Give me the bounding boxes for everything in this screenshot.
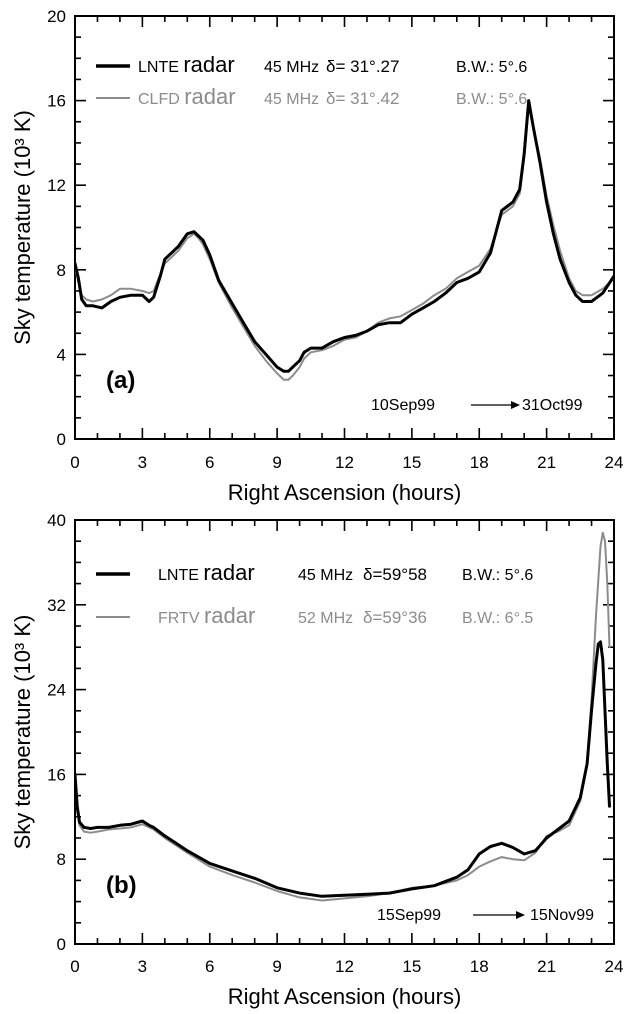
series-line-frtv — [75, 531, 611, 902]
y-tick-label: 20 — [47, 7, 66, 26]
legend-declination: δ=59°58 — [363, 565, 427, 584]
x-axis-title: Right Ascension (hours) — [228, 480, 462, 505]
x-tick-label: 12 — [335, 957, 354, 976]
legend-series-name: LNTE radar — [138, 52, 235, 77]
y-axis-title: Sky temperature (10³ K) — [10, 615, 35, 850]
y-tick-label: 16 — [47, 765, 66, 784]
y-tick-label: 8 — [57, 850, 66, 869]
series-line-lnte — [75, 99, 614, 373]
y-tick-label: 24 — [47, 681, 66, 700]
legend-frequency: 45 MHz — [298, 567, 353, 584]
legend-frequency: 52 MHz — [298, 610, 353, 627]
y-tick-label: 4 — [57, 345, 66, 364]
legend-frequency: 45 MHz — [264, 59, 319, 76]
legend-beamwidth: B.W.: 5°.6 — [462, 567, 533, 584]
legend-series-name: CLFD radar — [138, 84, 236, 109]
legend-declination: δ=59°36 — [363, 608, 427, 627]
legend-beamwidth: B.W.: 5°.6 — [456, 59, 527, 76]
chart-panel-a: 0 3 6 9 12 15 18 21 24 0 4 8 12 16 20 Right Ascension (… — [10, 7, 623, 505]
date-range-end: 31Oct99 — [522, 397, 583, 414]
x-tick-label: 24 — [605, 957, 624, 976]
y-tick-label: 0 — [57, 430, 66, 449]
date-arrow-icon — [511, 401, 520, 409]
x-tick-label: 3 — [138, 453, 147, 472]
date-range-end: 15Nov99 — [530, 907, 594, 924]
x-tick-label: 15 — [402, 453, 421, 472]
x-tick-label: 0 — [70, 957, 79, 976]
x-tick-label: 3 — [138, 957, 147, 976]
x-tick-label: 15 — [402, 957, 421, 976]
x-tick-label: 21 — [537, 453, 556, 472]
x-tick-label: 24 — [605, 453, 624, 472]
y-tick-label: 8 — [57, 261, 66, 280]
y-axis-title: Sky temperature (10³ K) — [10, 110, 35, 345]
y-tick-label: 40 — [47, 511, 66, 530]
date-arrow-icon — [516, 911, 525, 919]
legend-series-name: LNTE radar — [158, 560, 255, 585]
legend-beamwidth: B.W.: 6°.5 — [462, 610, 533, 627]
y-tick-label: 32 — [47, 596, 66, 615]
series-line-lnte — [75, 640, 611, 898]
legend-frequency: 45 MHz — [264, 91, 319, 108]
x-tick-label: 18 — [470, 453, 489, 472]
y-tick-label: 16 — [47, 92, 66, 111]
chart-panel-b: 0 3 6 9 12 15 18 21 24 0 8 16 24 32 40 Right Ascension … — [10, 511, 623, 1009]
y-tick-label: 0 — [57, 935, 66, 954]
x-axis-title: Right Ascension (hours) — [228, 984, 462, 1009]
x-tick-label: 0 — [70, 453, 79, 472]
legend-beamwidth: B.W.: 5°.6 — [456, 91, 527, 108]
x-tick-label: 21 — [537, 957, 556, 976]
date-range-start: 15Sep99 — [377, 907, 441, 924]
y-tick-label: 12 — [47, 176, 66, 195]
x-tick-label: 9 — [272, 957, 281, 976]
plot-frame — [74, 15, 615, 440]
x-tick-label: 6 — [205, 957, 214, 976]
x-tick-label: 9 — [272, 453, 281, 472]
legend-series-name: FRTV radar — [158, 603, 255, 628]
legend-declination: δ= 31°.42 — [326, 89, 399, 108]
date-range-start: 10Sep99 — [371, 397, 435, 414]
panel-label: (a) — [106, 367, 135, 394]
x-tick-label: 18 — [470, 957, 489, 976]
panel-label: (b) — [106, 872, 137, 899]
legend-declination: δ= 31°.27 — [326, 57, 399, 76]
x-tick-label: 12 — [335, 453, 354, 472]
x-tick-label: 6 — [205, 453, 214, 472]
